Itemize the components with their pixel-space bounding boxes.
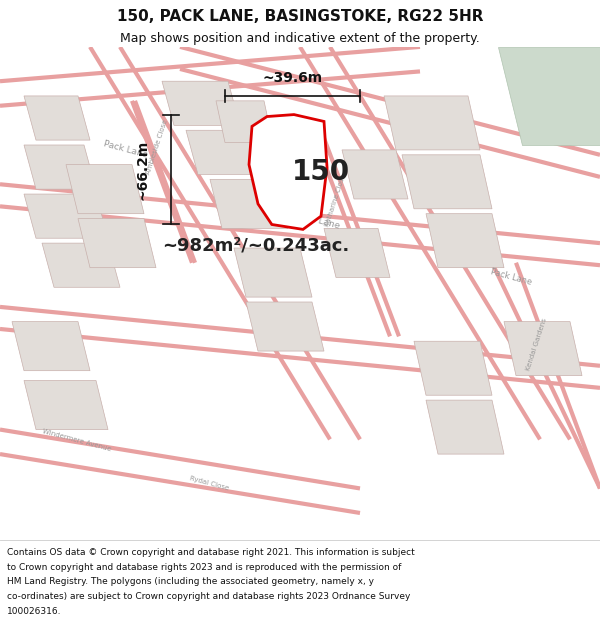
Polygon shape <box>414 341 492 395</box>
Polygon shape <box>402 155 492 209</box>
Polygon shape <box>384 96 480 150</box>
Polygon shape <box>210 179 288 228</box>
Polygon shape <box>24 381 108 429</box>
Text: 150, PACK LANE, BASINGSTOKE, RG22 5HR: 150, PACK LANE, BASINGSTOKE, RG22 5HR <box>117 9 483 24</box>
Text: 100026316.: 100026316. <box>7 607 62 616</box>
Polygon shape <box>426 400 504 454</box>
Polygon shape <box>24 194 108 238</box>
Polygon shape <box>249 114 327 229</box>
Text: ~982m²/~0.243ac.: ~982m²/~0.243ac. <box>162 237 349 254</box>
Text: co-ordinates) are subject to Crown copyright and database rights 2023 Ordnance S: co-ordinates) are subject to Crown copyr… <box>7 592 410 601</box>
Text: to Crown copyright and database rights 2023 and is reproduced with the permissio: to Crown copyright and database rights 2… <box>7 562 401 572</box>
Text: ~66.2m: ~66.2m <box>135 139 149 199</box>
Polygon shape <box>342 150 408 199</box>
Polygon shape <box>504 322 582 376</box>
Polygon shape <box>216 101 273 142</box>
Polygon shape <box>426 214 504 268</box>
Polygon shape <box>498 47 600 145</box>
Text: Pack Lane: Pack Lane <box>489 267 532 287</box>
Text: Kendal Gardens: Kendal Gardens <box>525 318 548 372</box>
Text: Ambleside Close: Ambleside Close <box>145 119 169 176</box>
Polygon shape <box>246 302 324 351</box>
Polygon shape <box>234 248 312 297</box>
Polygon shape <box>24 96 90 140</box>
Text: Contains OS data © Crown copyright and database right 2021. This information is : Contains OS data © Crown copyright and d… <box>7 548 415 557</box>
Text: Map shows position and indicative extent of the property.: Map shows position and indicative extent… <box>120 32 480 45</box>
Text: Windermere Avenue: Windermere Avenue <box>42 429 112 452</box>
Text: Pack Lane: Pack Lane <box>294 210 340 231</box>
Polygon shape <box>42 243 120 288</box>
Polygon shape <box>66 164 144 214</box>
Polygon shape <box>78 219 156 268</box>
Text: 150: 150 <box>292 158 350 186</box>
Text: Katharine Close: Katharine Close <box>324 173 347 227</box>
Polygon shape <box>162 81 240 126</box>
Polygon shape <box>324 228 390 278</box>
Polygon shape <box>24 145 96 189</box>
Text: HM Land Registry. The polygons (including the associated geometry, namely x, y: HM Land Registry. The polygons (includin… <box>7 578 374 586</box>
Text: ~39.6m: ~39.6m <box>262 71 323 85</box>
Polygon shape <box>186 130 264 174</box>
Polygon shape <box>12 322 90 371</box>
Text: Rydal Close: Rydal Close <box>189 476 229 492</box>
Text: Pack Lane: Pack Lane <box>102 139 148 159</box>
